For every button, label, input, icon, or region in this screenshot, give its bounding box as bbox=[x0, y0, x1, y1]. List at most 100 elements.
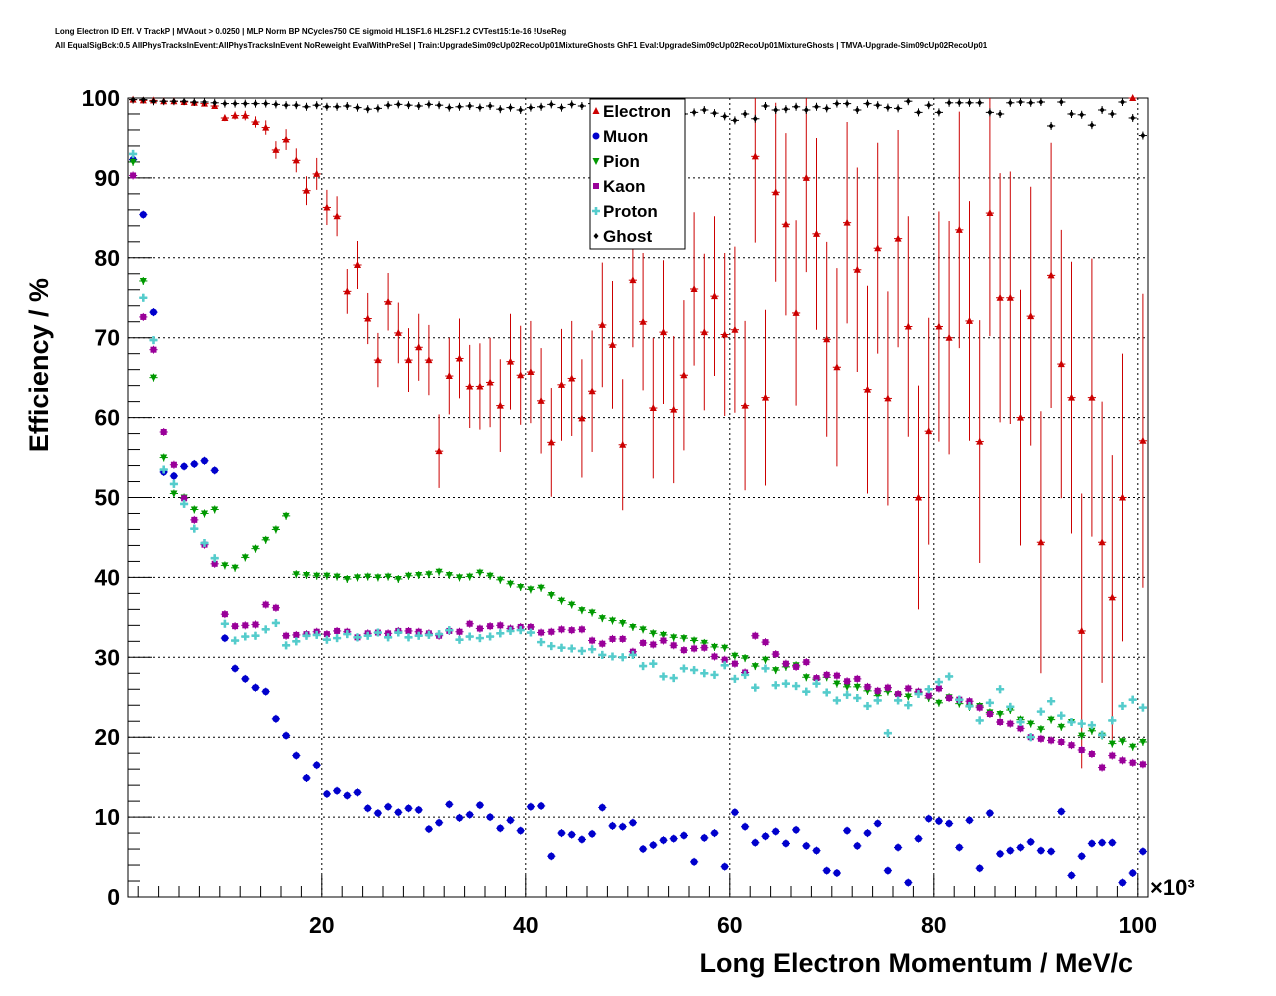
data-point bbox=[680, 647, 687, 654]
data-point bbox=[374, 356, 382, 364]
data-point bbox=[303, 774, 310, 782]
data-point bbox=[170, 490, 178, 498]
data-point bbox=[1027, 838, 1035, 846]
data-point bbox=[1130, 114, 1136, 121]
data-point bbox=[1017, 725, 1024, 732]
data-point bbox=[150, 346, 157, 353]
data-point bbox=[435, 630, 444, 639]
data-point bbox=[1089, 122, 1095, 129]
data-point bbox=[322, 635, 331, 644]
data-point bbox=[843, 827, 851, 835]
data-point bbox=[251, 631, 260, 640]
data-point bbox=[751, 663, 759, 671]
data-point bbox=[578, 835, 586, 843]
data-point bbox=[660, 631, 667, 639]
data-point bbox=[241, 632, 250, 641]
data-point bbox=[374, 574, 382, 582]
data-point bbox=[292, 571, 300, 579]
data-point bbox=[762, 656, 769, 664]
data-point bbox=[516, 626, 525, 635]
data-point bbox=[139, 293, 148, 302]
data-point bbox=[720, 661, 729, 670]
data-point bbox=[955, 225, 963, 233]
data-point bbox=[814, 103, 819, 110]
data-point bbox=[822, 688, 831, 697]
data-point bbox=[1037, 726, 1045, 734]
data-point bbox=[262, 601, 269, 608]
data-point bbox=[1139, 738, 1147, 746]
data-point bbox=[395, 101, 401, 108]
data-point bbox=[253, 100, 258, 107]
data-point bbox=[547, 852, 555, 860]
data-point bbox=[445, 626, 454, 635]
data-point bbox=[1109, 752, 1116, 759]
data-point bbox=[211, 466, 219, 474]
data-point bbox=[875, 102, 881, 109]
data-point bbox=[231, 664, 239, 672]
legend-box bbox=[589, 98, 686, 250]
data-point bbox=[986, 809, 994, 817]
data-point bbox=[1038, 98, 1044, 105]
legend-label: Proton bbox=[603, 202, 658, 221]
data-point bbox=[966, 816, 973, 824]
data-point bbox=[159, 465, 168, 474]
data-point bbox=[691, 645, 698, 652]
data-point bbox=[824, 105, 830, 112]
data-point bbox=[1006, 702, 1015, 711]
data-point bbox=[1078, 732, 1086, 740]
data-point bbox=[905, 685, 912, 692]
data-point bbox=[834, 100, 840, 107]
data-point bbox=[486, 378, 494, 386]
data-point bbox=[813, 847, 820, 855]
data-point bbox=[373, 628, 382, 637]
data-point bbox=[763, 102, 768, 109]
data-point bbox=[139, 277, 147, 285]
data-point bbox=[609, 617, 616, 625]
data-point bbox=[456, 628, 463, 635]
data-point bbox=[262, 536, 270, 544]
data-point bbox=[241, 111, 249, 119]
y-tick-label: 40 bbox=[94, 564, 120, 590]
y-tick-label: 70 bbox=[94, 325, 120, 351]
data-point bbox=[1119, 738, 1126, 746]
data-point bbox=[925, 427, 933, 435]
data-point bbox=[456, 574, 463, 582]
data-point bbox=[935, 817, 943, 825]
data-point bbox=[1078, 746, 1085, 753]
data-point bbox=[802, 842, 810, 850]
legend-entry-proton: Proton bbox=[592, 202, 658, 221]
data-point bbox=[577, 646, 586, 655]
data-point bbox=[242, 622, 249, 629]
data-point bbox=[874, 692, 882, 700]
data-point bbox=[956, 99, 962, 106]
data-point bbox=[1108, 740, 1116, 748]
data-point bbox=[1067, 718, 1076, 727]
data-point bbox=[965, 702, 974, 711]
x-tick-label: 20 bbox=[309, 912, 335, 938]
data-point bbox=[1048, 737, 1055, 744]
data-point bbox=[456, 814, 463, 822]
data-point bbox=[925, 692, 932, 699]
data-point bbox=[792, 308, 800, 316]
data-point bbox=[793, 663, 800, 670]
data-point bbox=[1099, 106, 1105, 113]
data-point bbox=[384, 803, 392, 811]
data-point bbox=[669, 674, 678, 683]
data-point bbox=[201, 510, 208, 518]
data-point bbox=[211, 506, 219, 514]
data-point bbox=[895, 691, 902, 698]
data-point bbox=[344, 102, 350, 109]
data-point bbox=[314, 102, 320, 109]
data-point bbox=[680, 635, 688, 643]
data-point bbox=[232, 623, 239, 630]
legend-marker bbox=[592, 207, 600, 215]
data-point bbox=[639, 845, 647, 853]
data-point bbox=[313, 572, 321, 580]
data-point bbox=[1069, 110, 1074, 117]
data-point bbox=[272, 145, 280, 153]
data-point bbox=[517, 583, 525, 591]
data-point bbox=[334, 103, 340, 110]
data-point bbox=[1088, 839, 1096, 847]
data-point bbox=[140, 313, 147, 320]
data-point bbox=[915, 493, 922, 501]
